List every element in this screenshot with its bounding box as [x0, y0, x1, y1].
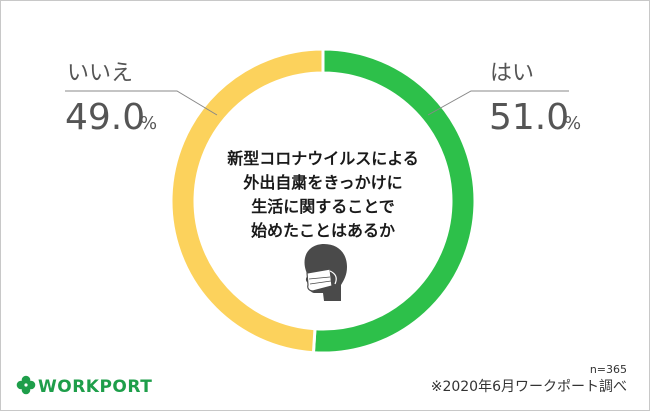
chart-title-line-2: 外出自粛をきっかけに: [242, 173, 402, 192]
leader-line-no: [65, 90, 218, 116]
person-mask-icon: [304, 244, 347, 301]
clover-icon: [16, 375, 36, 395]
brand-name: WORKPORT: [38, 377, 152, 397]
slice-label-no: いいえ: [67, 61, 133, 86]
leader-line-yes: [427, 90, 569, 116]
slice-value-yes: 51.0: [489, 97, 569, 138]
source-note: ※2020年6月ワークポート調べ: [431, 379, 627, 395]
chart-title-line-4: 始めたことはあるか: [251, 221, 395, 240]
donut-slice-no: [169, 47, 325, 355]
chart-title-line-3: 生活に関することで: [251, 197, 395, 216]
slice-label-yes: はい: [490, 61, 534, 86]
slice-unit-no: %: [140, 113, 157, 134]
sample-size: n=365: [590, 363, 627, 376]
slice-unit-yes: %: [564, 113, 581, 134]
chart-title-line-1: 新型コロナウイルスによる: [227, 149, 419, 168]
slice-value-no: 49.0: [65, 97, 145, 138]
